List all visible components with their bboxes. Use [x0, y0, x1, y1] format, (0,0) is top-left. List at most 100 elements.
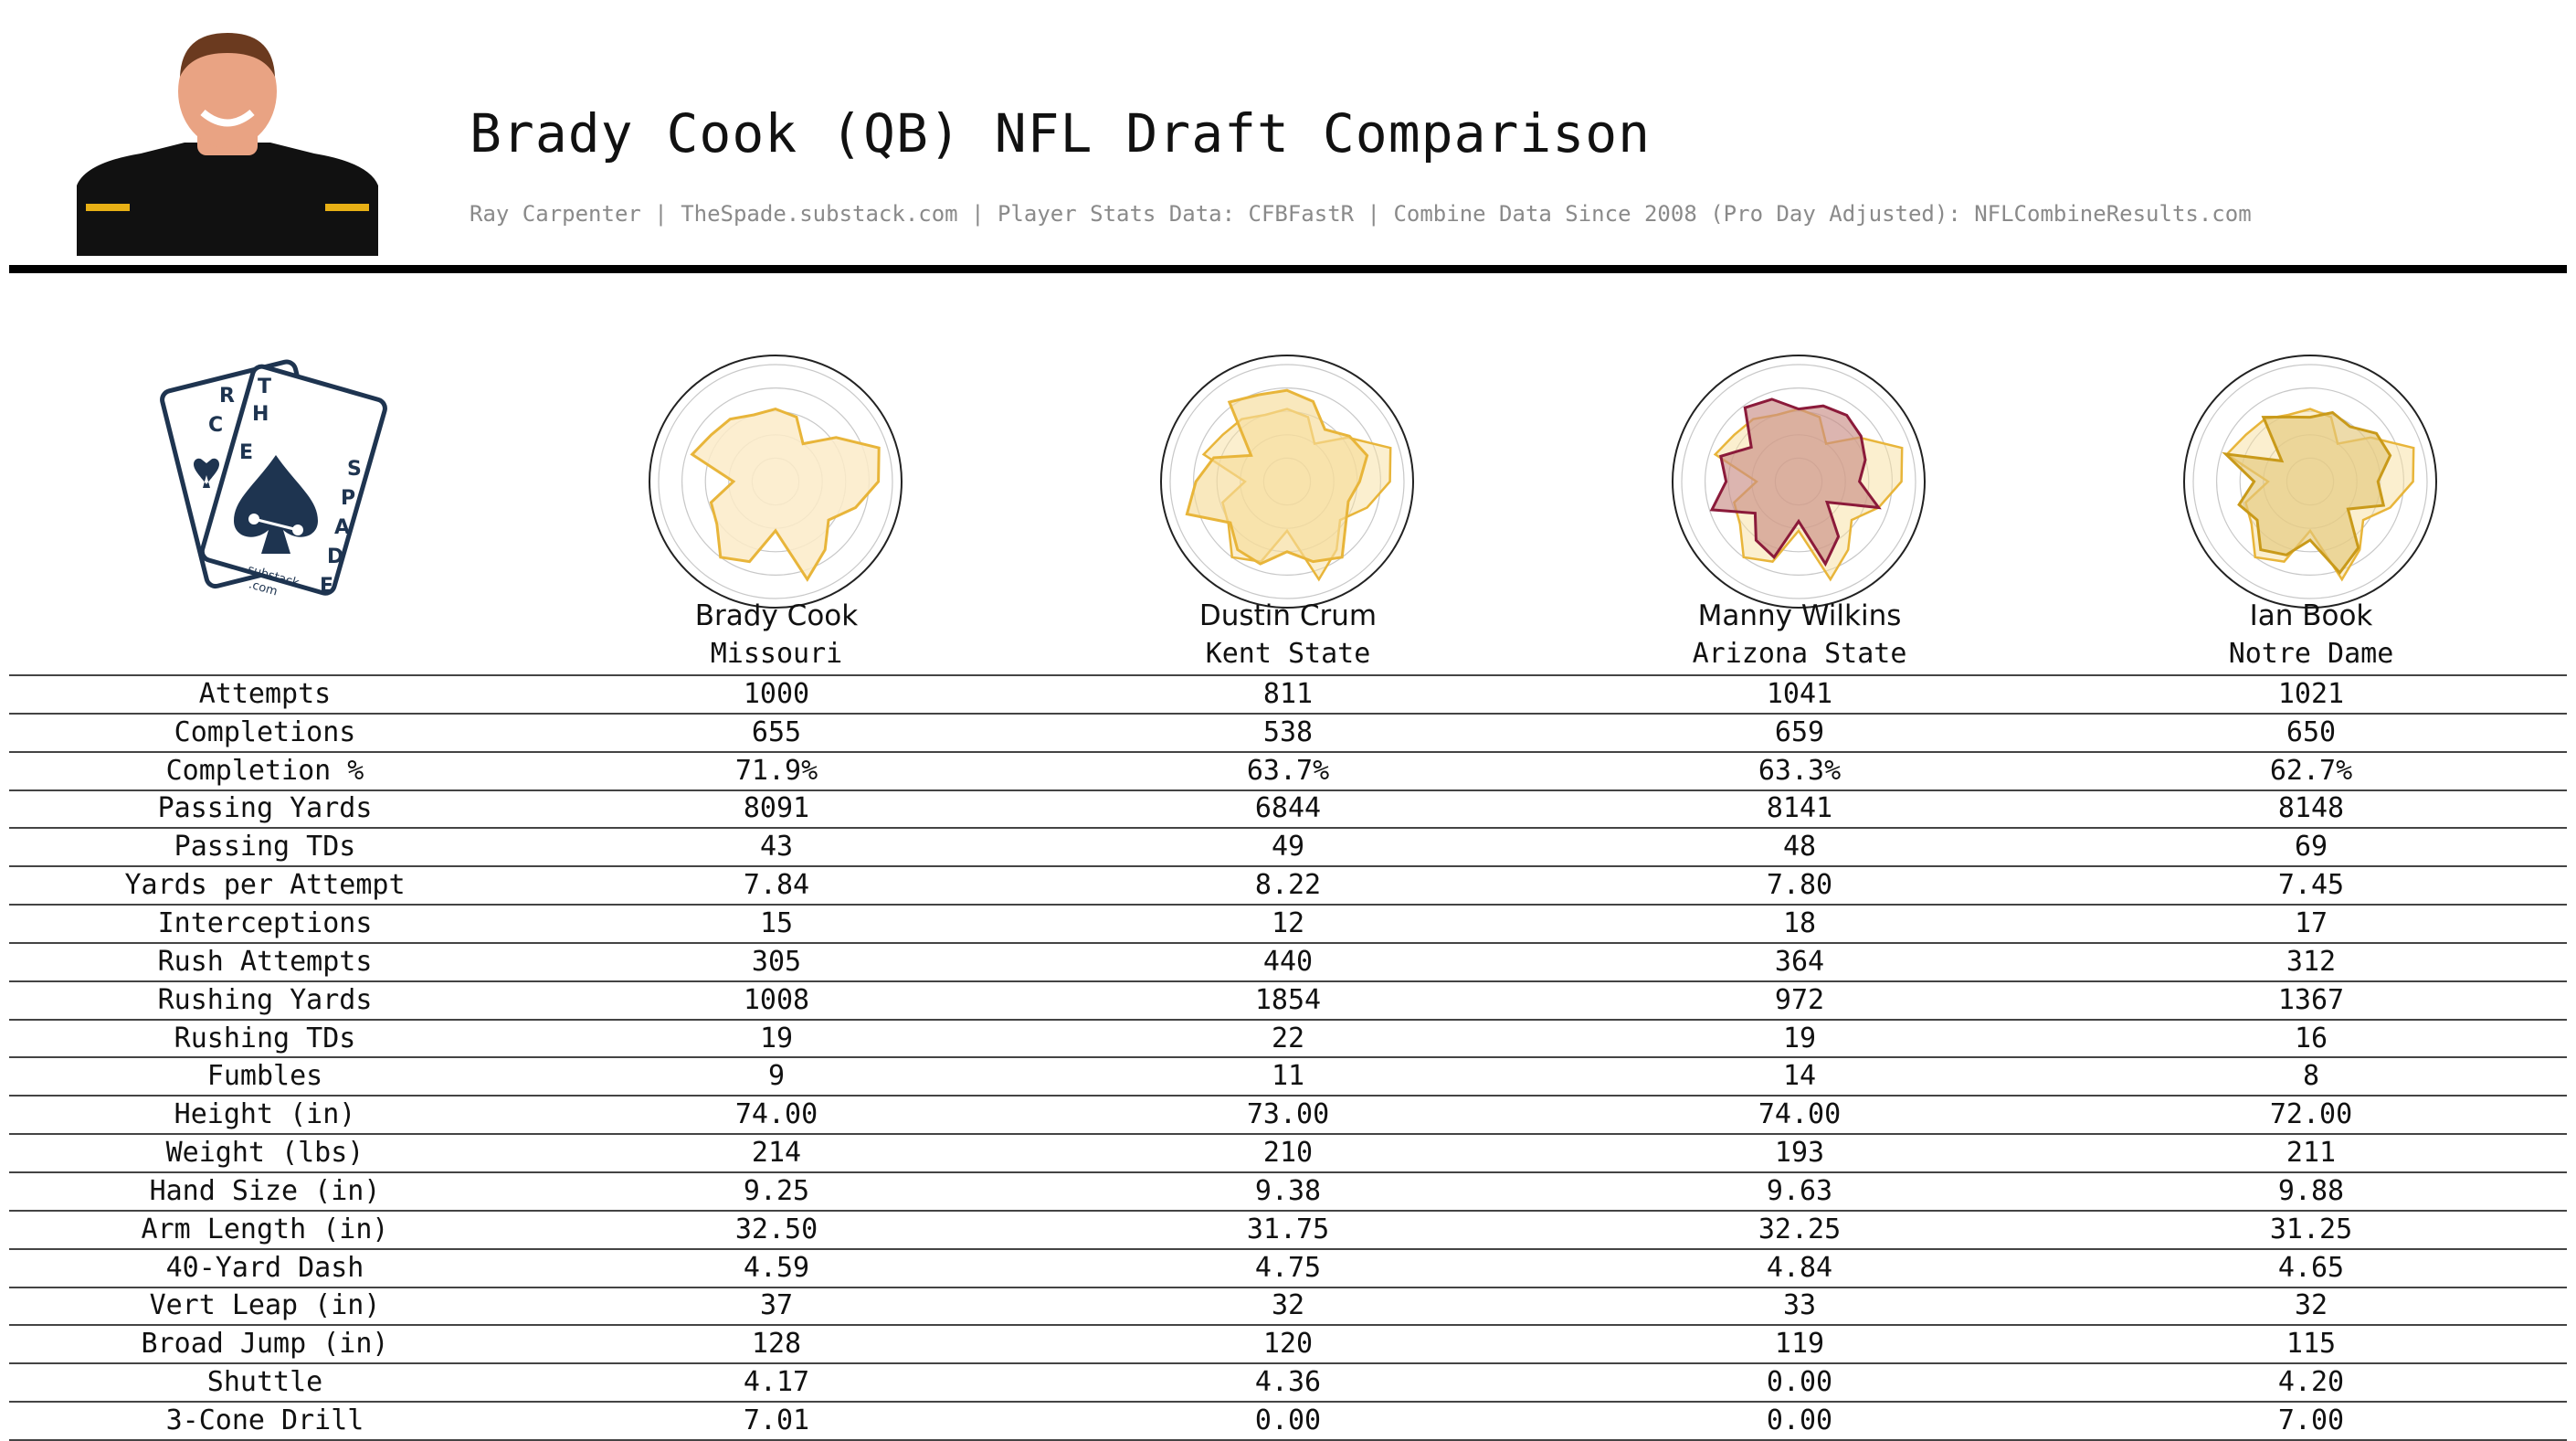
table-row: Broad Jump (in) 128 120 119 115: [9, 1325, 2567, 1365]
stat-value: 538: [1032, 713, 1544, 753]
stat-value: 63.7%: [1032, 751, 1544, 791]
stat-value: 19: [521, 1019, 1032, 1059]
player-name: Brady Cook: [694, 599, 859, 632]
stat-value: 4.20: [2055, 1363, 2567, 1404]
stat-value: 8141: [1544, 789, 2055, 830]
stat-value: 31.25: [2055, 1210, 2567, 1250]
stat-value: 210: [1032, 1134, 1544, 1173]
stat-value: 32.50: [521, 1210, 1032, 1250]
table-row: Completions 655 538 659 650: [9, 713, 2567, 753]
stat-label: Passing TDs: [9, 828, 521, 868]
stat-value: 8148: [2055, 789, 2567, 830]
stat-value: 7.00: [2055, 1402, 2567, 1441]
stat-value: 9.88: [2055, 1171, 2567, 1212]
stat-value: 74.00: [521, 1096, 1032, 1136]
page-title: Brady Cook (QB) NFL Draft Comparison: [470, 102, 1652, 164]
table-row: 40-Yard Dash 4.59 4.75 4.84 4.65: [9, 1248, 2567, 1288]
svg-text:H: H: [252, 403, 269, 426]
svg-text:T: T: [258, 376, 271, 398]
stat-label: Fumbles: [9, 1057, 521, 1097]
stat-value: 0.00: [1544, 1363, 2055, 1404]
stat-value: 659: [1544, 713, 2055, 753]
stat-value: 31.75: [1032, 1210, 1544, 1250]
stat-value: 1367: [2055, 980, 2567, 1021]
stat-value: 18: [1544, 905, 2055, 944]
table-row: Completion % 71.9% 63.7% 63.3% 62.7%: [9, 751, 2567, 791]
svg-text:E: E: [320, 575, 333, 598]
stat-value: 48: [1544, 828, 2055, 868]
stat-value: 1041: [1544, 674, 2055, 715]
stat-label: Vert Leap (in): [9, 1287, 521, 1327]
table-row: Hand Size (in) 9.25 9.38 9.63 9.88: [9, 1171, 2567, 1212]
stat-value: 9.38: [1032, 1171, 1544, 1212]
stat-value: 17: [2055, 905, 2567, 944]
svg-text:E: E: [239, 441, 253, 464]
stat-value: 69: [2055, 828, 2567, 868]
table-row: Shuttle 4.17 4.36 0.00 4.20: [9, 1363, 2567, 1404]
stat-value: 32: [1032, 1287, 1544, 1327]
stat-label: Broad Jump (in): [9, 1325, 521, 1365]
stat-value: 6844: [1032, 789, 1544, 830]
stat-value: 650: [2055, 713, 2567, 753]
svg-text:A: A: [334, 516, 350, 539]
stat-label: Arm Length (in): [9, 1210, 521, 1250]
stat-value: 32.25: [1544, 1210, 2055, 1250]
the-spade-logo: R C E T H S P A D E .substack .com: [155, 347, 402, 603]
stat-value: 4.65: [2055, 1248, 2567, 1288]
radar-gridline: [658, 364, 893, 599]
stat-value: 7.80: [1544, 866, 2055, 906]
player-school: Arizona State: [1692, 638, 1907, 670]
stat-value: 4.59: [521, 1248, 1032, 1288]
player-school: Notre Dame: [2228, 638, 2394, 670]
stat-value: 4.75: [1032, 1248, 1544, 1288]
radar-series-player: [690, 408, 881, 582]
table-row: 3-Cone Drill 7.01 0.00 0.00 7.00: [9, 1402, 2567, 1441]
stat-value: 115: [2055, 1325, 2567, 1365]
stat-label: Shuttle: [9, 1363, 521, 1404]
stat-value: 440: [1032, 942, 1544, 982]
stat-value: 0.00: [1032, 1402, 1544, 1441]
radar-gridline: [1169, 364, 1405, 599]
table-row: Attempts 1000 811 1041 1021: [9, 674, 2567, 715]
svg-text:R: R: [219, 385, 235, 408]
stat-label: Rush Attempts: [9, 942, 521, 982]
stat-value: 62.7%: [2055, 751, 2567, 791]
stat-value: 8: [2055, 1057, 2567, 1097]
stat-value: 7.84: [521, 866, 1032, 906]
radar-series-player: [2222, 410, 2392, 576]
stat-value: 11: [1032, 1057, 1544, 1097]
radar-gridline: [2192, 364, 2428, 599]
spade-cards-icon: R C E T H S P A D E .substack .com: [160, 359, 387, 599]
stat-value: 32: [2055, 1287, 2567, 1327]
stat-value: 8091: [521, 789, 1032, 830]
player-name: Dustin Crum: [1198, 599, 1378, 632]
stat-value: 7.45: [2055, 866, 2567, 906]
table-row: Fumbles 9 11 14 8: [9, 1057, 2567, 1097]
stat-label: Completion %: [9, 751, 521, 791]
player-name: Ian Book: [2249, 599, 2373, 632]
stat-value: 12: [1032, 905, 1544, 944]
table-row: Rush Attempts 305 440 364 312: [9, 942, 2567, 982]
player-name: Manny Wilkins: [1697, 599, 1902, 632]
stat-value: 37: [521, 1287, 1032, 1327]
stat-value: 1000: [521, 674, 1032, 715]
table-row: Vert Leap (in) 37 32 33 32: [9, 1287, 2567, 1327]
stat-value: 364: [1544, 942, 2055, 982]
table-row: Yards per Attempt 7.84 8.22 7.80 7.45: [9, 866, 2567, 906]
stats-table: Attempts 1000 811 1041 1021 Completions 655 538…: [9, 674, 2567, 1441]
stat-value: 120: [1032, 1325, 1544, 1365]
stat-label: 3-Cone Drill: [9, 1402, 521, 1441]
radar-gridline: [1681, 364, 1916, 599]
stat-value: 305: [521, 942, 1032, 982]
stat-value: 972: [1544, 980, 2055, 1021]
stat-label: 40-Yard Dash: [9, 1248, 521, 1288]
stat-label: Rushing Yards: [9, 980, 521, 1021]
stat-label: Passing Yards: [9, 789, 521, 830]
stat-value: 128: [521, 1325, 1032, 1365]
svg-text:C: C: [208, 414, 223, 437]
stat-value: 214: [521, 1134, 1032, 1173]
table-row: Passing Yards 8091 6844 8141 8148: [9, 789, 2567, 830]
table-row: Rushing TDs 19 22 19 16: [9, 1019, 2567, 1059]
stat-value: 19: [1544, 1019, 2055, 1059]
stat-label: Hand Size (in): [9, 1171, 521, 1212]
